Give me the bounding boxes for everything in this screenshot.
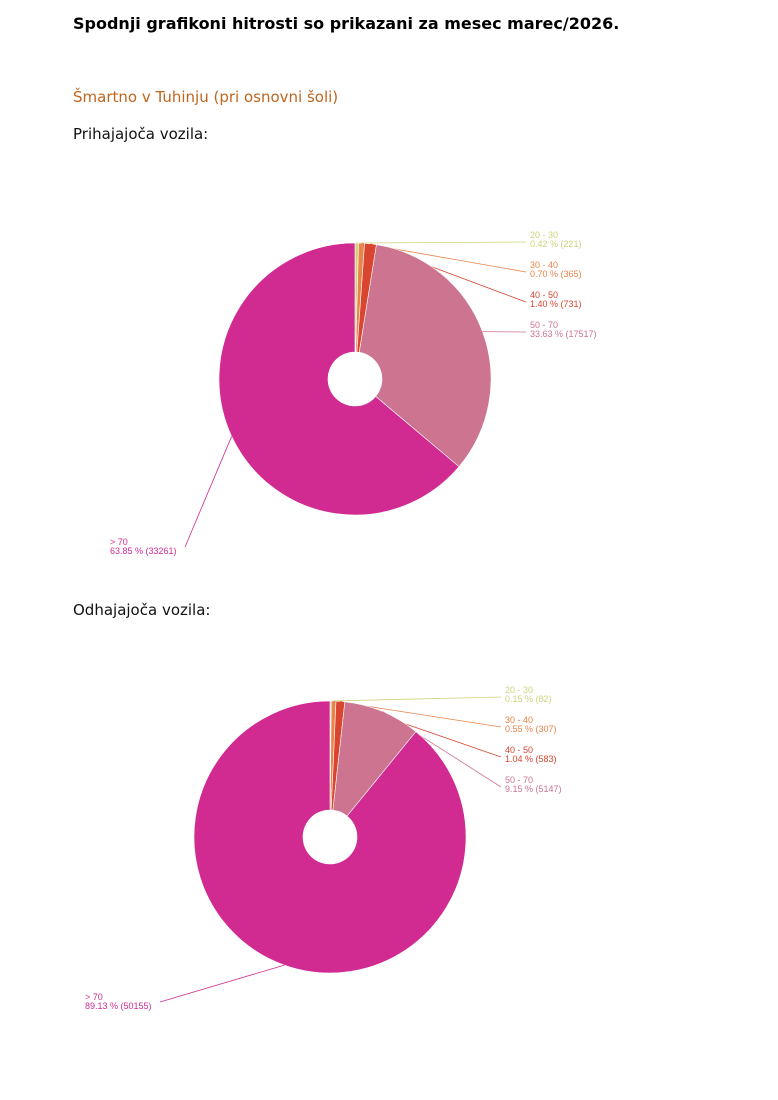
slice-value-label: 0.15 % (82) [505, 694, 552, 704]
slice-label: 40 - 50 [530, 290, 558, 300]
slice-value-label: 33.63 % (17517) [530, 329, 597, 339]
slice-value-label: 63.85 % (33261) [110, 546, 177, 556]
leader-line [159, 964, 285, 1003]
chart-caption: Prihajajoča vozila: [73, 125, 209, 143]
leader-line [330, 696, 502, 702]
location: Šmartno v Tuhinju (pri osnovni šoli) [73, 88, 339, 106]
slice-label: 50 - 70 [505, 775, 533, 785]
slice-label: > 70 [85, 992, 103, 1002]
leader-line [184, 436, 233, 548]
slice-label: 30 - 40 [505, 715, 533, 725]
slice-value-label: 0.55 % (307) [505, 724, 557, 734]
pie-hole [303, 810, 357, 864]
slice-label: 50 - 70 [530, 320, 558, 330]
page-title: Spodnji grafikoni hitrosti so prikazani … [73, 14, 620, 33]
slice-value-label: 9.15 % (5147) [505, 784, 562, 794]
slice-value-label: 0.42 % (221) [530, 239, 582, 249]
slice-value-label: 1.40 % (731) [530, 299, 582, 309]
slice-label: 20 - 30 [530, 230, 558, 240]
slice-value-label: 1.04 % (583) [505, 754, 557, 764]
slice-value-label: 89.13 % (50155) [85, 1001, 152, 1011]
slice-label: 30 - 40 [530, 260, 558, 270]
slice-label: 40 - 50 [505, 745, 533, 755]
slice-value-label: 0.70 % (365) [530, 269, 582, 279]
leader-line [356, 241, 527, 244]
slice-label: 20 - 30 [505, 685, 533, 695]
pie-hole [328, 352, 382, 406]
slice-label: > 70 [110, 537, 128, 547]
leader-line [382, 711, 502, 788]
chart-caption: Odhajajoča vozila: [73, 601, 211, 619]
